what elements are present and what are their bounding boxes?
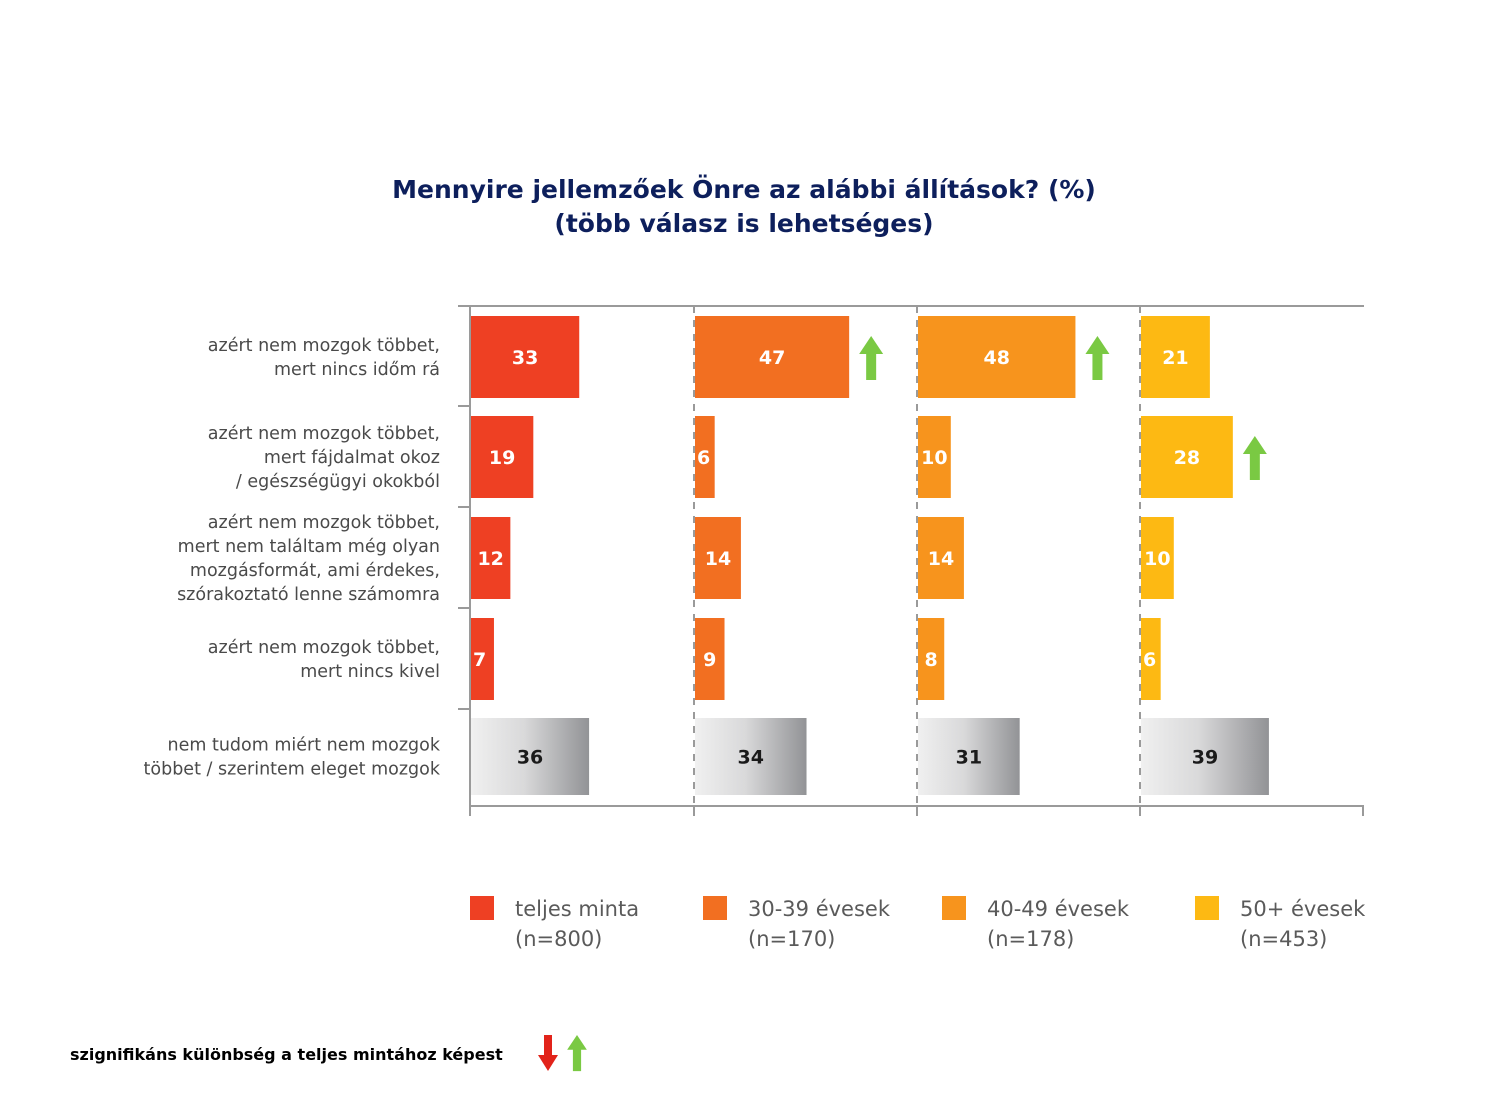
category-label: szórakoztató lenne számomra <box>177 585 440 605</box>
bar <box>695 517 741 599</box>
bar <box>918 718 1020 795</box>
legend-series-n: (n=453) <box>1240 927 1327 951</box>
footnote-text: szignifikáns különbség a teljes mintához… <box>70 1045 503 1064</box>
bar-value-label: 47 <box>759 347 785 369</box>
bar <box>1141 316 1210 398</box>
bar <box>695 416 715 498</box>
bar <box>695 618 725 700</box>
category-label: azért nem mozgok többet, <box>208 424 440 444</box>
bar-value-label: 14 <box>705 548 731 570</box>
category-labels: azért nem mozgok többet, mert nincs időm … <box>144 336 441 780</box>
legend-series-n: (n=178) <box>987 927 1074 951</box>
bar <box>918 316 1076 398</box>
bar-value-label: 10 <box>921 447 947 469</box>
category-label: azért nem mozgok többet, <box>208 336 440 356</box>
category-label: mert fájdalmat okoz <box>264 448 440 468</box>
bar <box>695 316 850 398</box>
legend-swatch <box>942 896 966 920</box>
bar <box>471 718 590 795</box>
bar-value-label: 6 <box>1143 649 1156 671</box>
axes <box>458 305 1364 816</box>
bar <box>918 416 951 498</box>
bar <box>1141 517 1174 599</box>
category-label: mozgásformát, ami érdekes, <box>190 561 440 581</box>
bar-value-label: 8 <box>925 649 938 671</box>
legend-series-name: 50+ évesek <box>1240 897 1366 921</box>
significance-up-arrow-icon <box>1085 336 1110 380</box>
legend: teljes minta (n=800) 30-39 évesek (n=170) 40… <box>470 896 1366 951</box>
bars: 33 19 12 7 36 47 6 14 9 34 48 10 14 8 31 21 28 10 6 39 <box>471 316 1269 795</box>
bar <box>1141 618 1161 700</box>
bar <box>918 618 945 700</box>
category-label: nem tudom miért nem mozgok <box>168 736 441 756</box>
bar <box>471 618 494 700</box>
category-label: azért nem mozgok többet, <box>208 638 440 658</box>
legend-series-n: (n=170) <box>748 927 835 951</box>
bar-value-label: 14 <box>928 548 954 570</box>
bar-value-label: 36 <box>517 747 543 769</box>
category-label: mert nincs időm rá <box>274 360 440 380</box>
bar-value-label: 7 <box>473 649 486 671</box>
footnote: szignifikáns különbség a teljes mintához… <box>70 1035 587 1072</box>
significance-up-arrow-icon <box>1242 436 1267 480</box>
category-label: / egészségügyi okokból <box>236 472 440 492</box>
bar <box>471 316 580 398</box>
bar <box>471 416 534 498</box>
legend-series-name: teljes minta <box>515 897 639 921</box>
bar-value-label: 28 <box>1174 447 1200 469</box>
category-label: mert nem találtam még olyan <box>178 537 440 557</box>
legend-swatch <box>703 896 727 920</box>
bar-value-label: 21 <box>1162 347 1188 369</box>
bar-value-label: 6 <box>697 447 710 469</box>
category-label: többet / szerintem eleget mozgok <box>144 760 441 780</box>
category-label: azért nem mozgok többet, <box>208 513 440 533</box>
legend-series-name: 30-39 évesek <box>748 897 891 921</box>
bar <box>1141 718 1269 795</box>
bar-value-label: 19 <box>489 447 515 469</box>
bar <box>918 517 964 599</box>
legend-series-n: (n=800) <box>515 927 602 951</box>
chart-subtitle: (több válasz is lehetséges) <box>554 209 933 238</box>
bar <box>471 517 511 599</box>
bar <box>1141 416 1233 498</box>
bar-value-label: 34 <box>738 747 764 769</box>
bar-value-label: 48 <box>983 347 1009 369</box>
bar-value-label: 39 <box>1192 747 1218 769</box>
significance-up-arrow-icon <box>567 1035 587 1072</box>
legend-swatch <box>470 896 494 920</box>
bar <box>695 718 807 795</box>
bar-value-label: 31 <box>956 747 982 769</box>
bar-value-label: 10 <box>1144 548 1170 570</box>
bar-value-label: 9 <box>703 649 716 671</box>
significance-down-arrow-icon <box>538 1035 558 1071</box>
bar-value-label: 12 <box>477 548 503 570</box>
category-label: mert nincs kivel <box>300 662 440 682</box>
legend-series-name: 40-49 évesek <box>987 897 1130 921</box>
bar-value-label: 33 <box>512 347 538 369</box>
chart-title: Mennyire jellemzőek Önre az alábbi állít… <box>392 174 1096 204</box>
significance-up-arrow-icon <box>859 336 884 380</box>
legend-swatch <box>1195 896 1219 920</box>
